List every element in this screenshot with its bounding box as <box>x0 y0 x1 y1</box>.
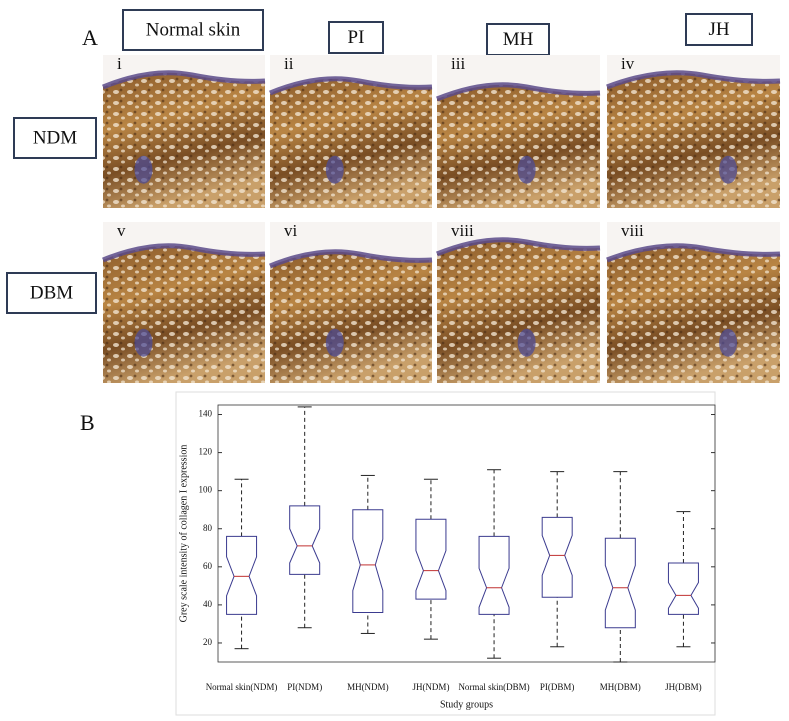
tissue-texture <box>607 245 780 383</box>
tissue-texture <box>270 78 432 208</box>
box <box>352 509 384 614</box>
nucleus-cluster <box>134 155 153 184</box>
row-header: NDM <box>33 127 77 148</box>
x-tick-label: JH(NDM) <box>412 682 449 692</box>
epidermis <box>102 243 266 263</box>
epidermis <box>436 82 601 102</box>
nucleus-cluster <box>719 155 738 184</box>
image-label: iii <box>451 54 465 73</box>
row-header-box <box>13 117 97 159</box>
column-header-box <box>122 9 264 51</box>
column-header-box <box>685 13 753 46</box>
box <box>478 535 510 615</box>
epidermis <box>269 76 433 96</box>
x-axis-title: Study groups <box>440 699 493 710</box>
x-tick-label: MH(NDM) <box>347 682 389 692</box>
box <box>226 535 258 615</box>
nucleus-cluster <box>517 328 536 357</box>
column-header: PI <box>348 27 365 48</box>
image-label: viii <box>621 221 644 240</box>
image-label: viii <box>451 221 474 240</box>
y-axis-title: Grey scale intensity of collagen I expre… <box>178 445 189 623</box>
epidermis <box>606 243 781 263</box>
tissue-texture <box>103 72 265 208</box>
column-header-box <box>328 21 384 54</box>
box <box>604 537 636 629</box>
plot-frame <box>217 404 716 663</box>
nucleus-cluster <box>134 328 153 357</box>
y-tick-label: 20 <box>203 637 213 647</box>
epidermis <box>606 70 781 90</box>
image-label: ii <box>284 54 294 73</box>
column-header: JH <box>708 19 729 40</box>
image-label: v <box>117 221 126 240</box>
nucleus-cluster <box>719 328 738 357</box>
y-tick-label: 100 <box>199 485 213 495</box>
epidermis <box>102 70 266 90</box>
row-header-box <box>6 272 97 314</box>
epidermis <box>269 249 433 269</box>
tissue-texture <box>437 84 600 208</box>
image-label: vi <box>284 221 298 240</box>
panel-label: B <box>80 410 95 435</box>
tissue-texture <box>437 239 600 383</box>
box <box>541 516 573 598</box>
image-label: i <box>117 54 122 73</box>
x-tick-label: Normal skin(DBM) <box>458 682 529 692</box>
box <box>289 505 321 575</box>
nucleus-cluster <box>325 328 344 357</box>
y-tick-label: 40 <box>203 599 213 609</box>
nucleus-cluster <box>325 155 344 184</box>
tissue-texture <box>607 72 780 208</box>
box <box>667 562 699 615</box>
x-tick-label: Normal skin(NDM) <box>206 682 278 692</box>
y-tick-label: 120 <box>199 447 213 457</box>
image-label: iv <box>621 54 635 73</box>
y-tick-label: 80 <box>203 523 213 533</box>
x-tick-label: MH(DBM) <box>600 682 641 692</box>
column-header: Normal skin <box>146 19 241 40</box>
box <box>415 518 447 600</box>
column-header: MH <box>503 29 534 50</box>
epidermis <box>436 237 601 257</box>
tissue-texture <box>270 251 432 383</box>
y-tick-label: 140 <box>199 409 213 419</box>
row-header: DBM <box>30 282 73 303</box>
panel-label: A <box>82 25 98 50</box>
x-tick-label: PI(DBM) <box>540 682 575 692</box>
tissue-texture <box>103 245 265 383</box>
x-tick-label: PI(NDM) <box>287 682 322 692</box>
column-header-box <box>486 23 550 56</box>
y-tick-label: 60 <box>203 561 213 571</box>
chart-panel <box>175 391 716 716</box>
nucleus-cluster <box>517 155 536 184</box>
x-tick-label: JH(DBM) <box>665 682 702 692</box>
